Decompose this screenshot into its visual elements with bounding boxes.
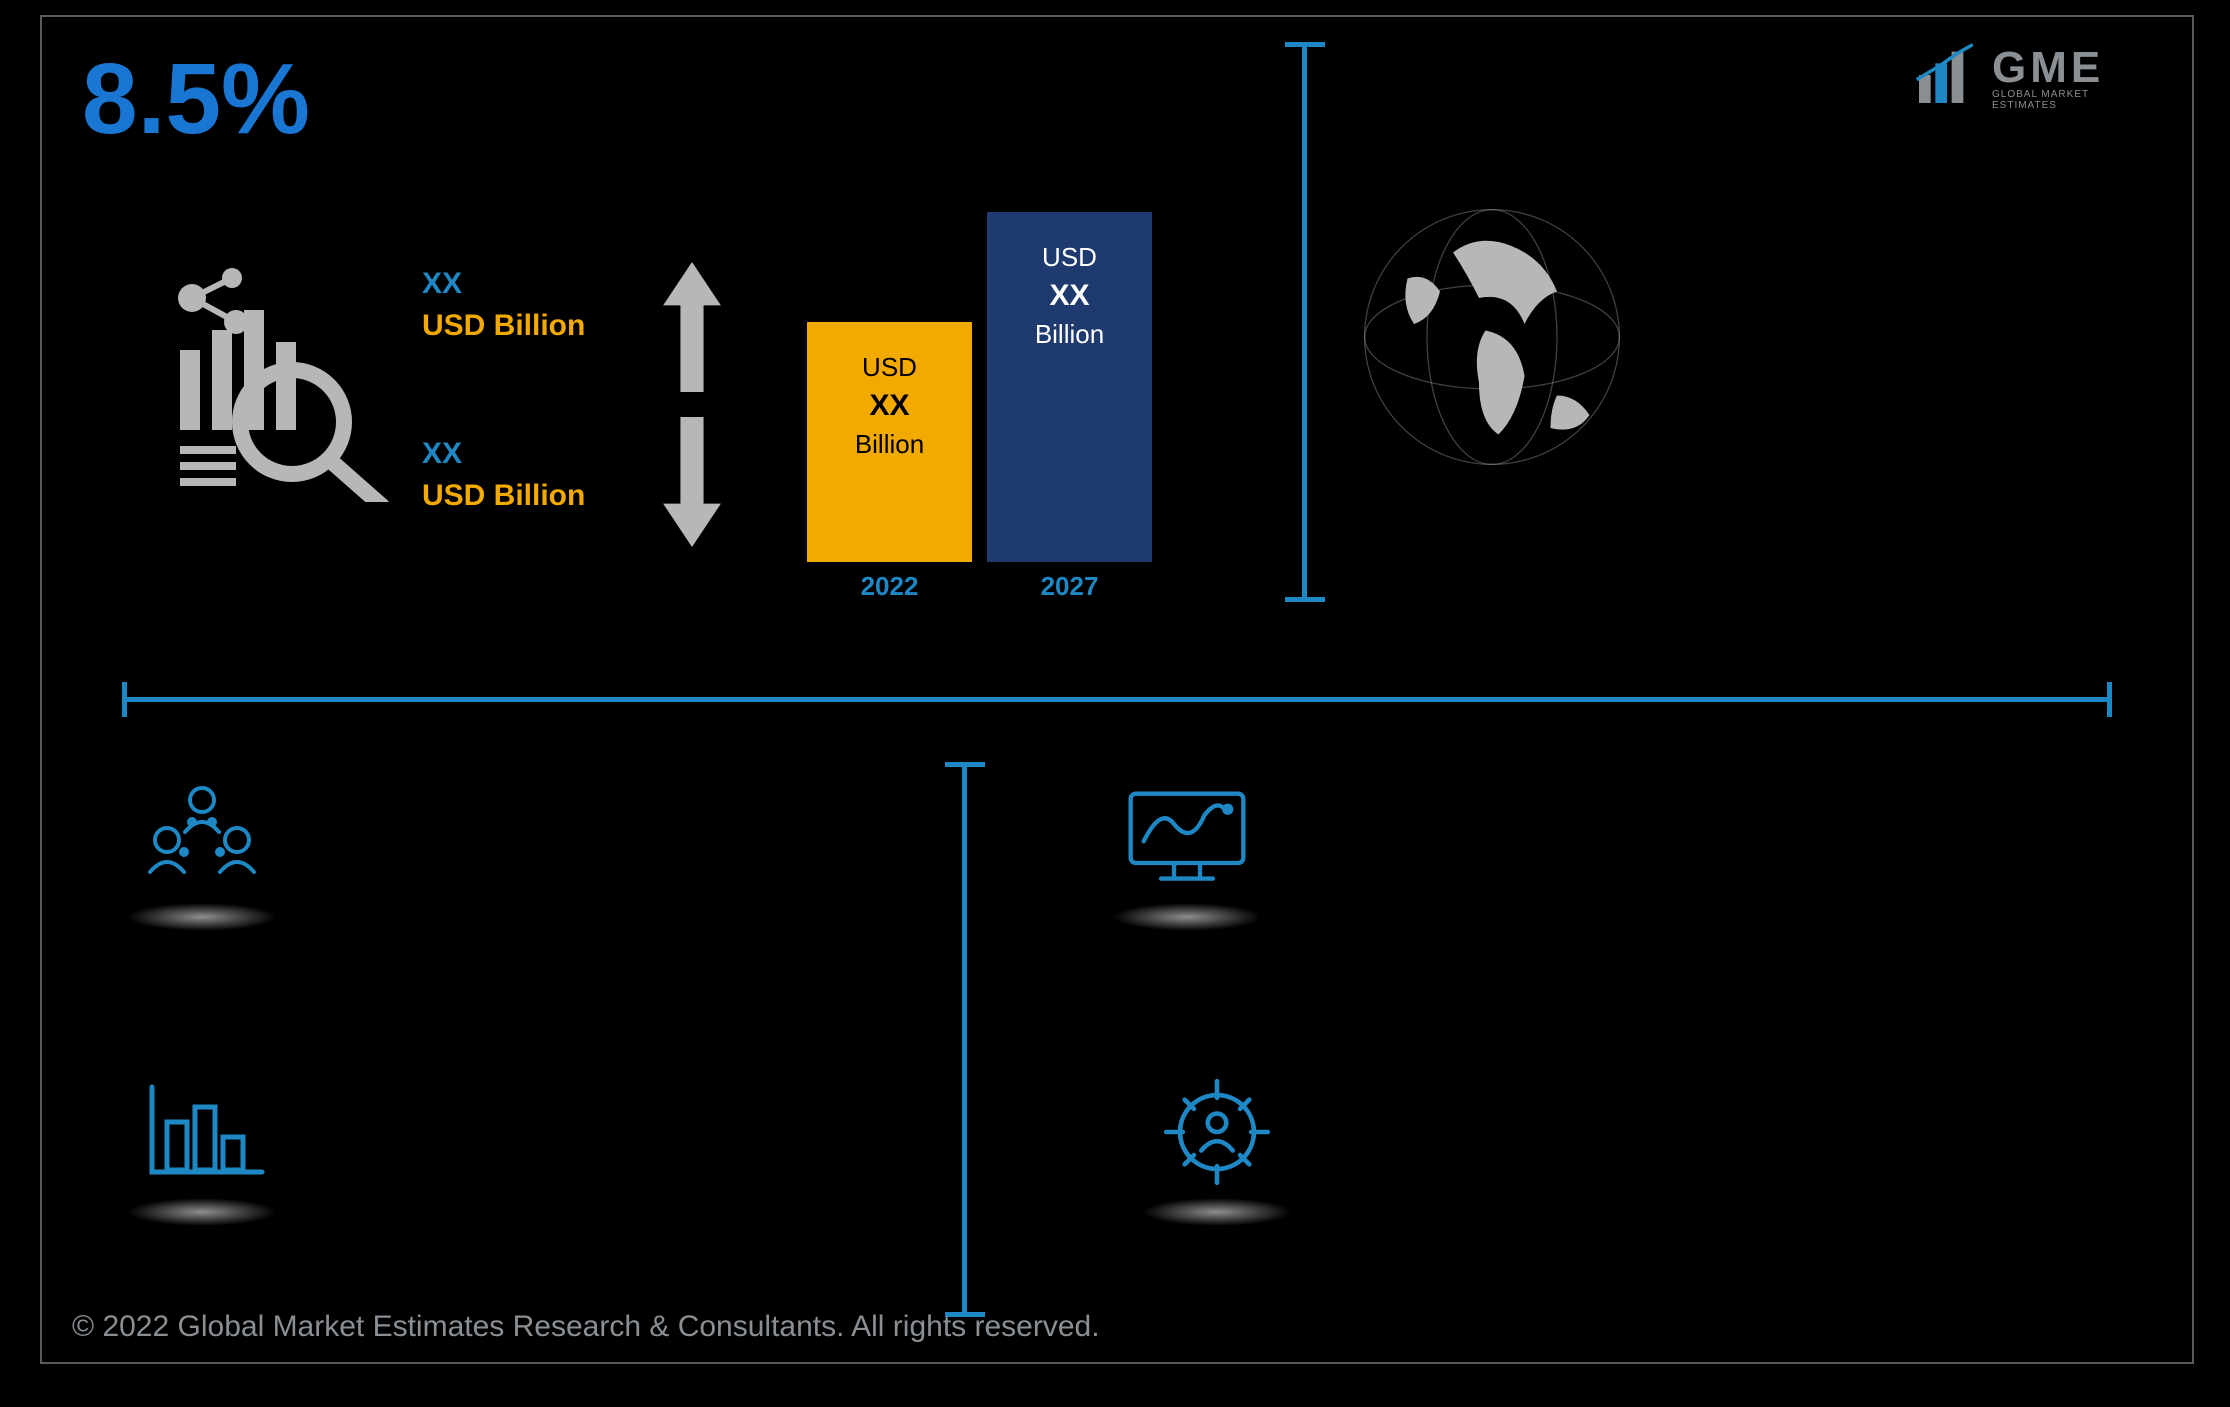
market-bar-chart: USD XX Billion 2022 USD XX Billion 2027 [807,202,1162,602]
divider-top-base [1285,597,1325,602]
gme-logo: GME GLOBAL MARKET ESTIMATES [1912,32,2142,122]
bar-2022-currency: USD [807,352,972,383]
icon-shadow [127,903,277,931]
gme-logo-text: GME [1992,43,2142,93]
bar-2022-text: USD XX Billion [807,352,972,460]
icon-shadow [1142,1198,1292,1226]
barchart-icon [122,1072,282,1242]
metric-down: XX USD Billion [422,437,585,513]
analytics-icon [152,262,392,507]
divider-mid-horizontal [122,697,2112,702]
copyright-footer: © 2022 Global Market Estimates Research … [72,1310,1100,1344]
metric-down-value: XX [422,437,585,471]
bar-2027-year: 2027 [987,571,1152,602]
target-person-icon [1137,1072,1297,1242]
bar-2027-value: XX [987,279,1152,313]
arrow-up-icon [662,262,722,397]
arrow-down-icon [662,417,722,552]
metric-up-value: XX [422,267,585,301]
monitor-icon [1107,777,1267,947]
bar-2027-text: USD XX Billion [987,242,1152,350]
metric-up: XX USD Billion [422,267,585,343]
gme-logo-icon [1912,40,1982,115]
divider-bottom-cap [945,762,985,767]
divider-top-vertical [1302,42,1307,602]
divider-bottom-vertical [962,762,967,1317]
divider-mid-left-tick [122,682,127,717]
gme-logo-subtext: GLOBAL MARKET ESTIMATES [1992,89,2142,111]
bar-2022-year: 2022 [807,571,972,602]
people-icon [122,777,282,947]
bar-2022: USD XX Billion [807,322,972,562]
infographic-frame: 8.5% GME GLOBAL MARKET ESTIMATES [40,15,2194,1364]
divider-mid-right-tick [2107,682,2112,717]
bar-2027-currency: USD [987,242,1152,273]
metric-up-label: USD Billion [422,309,585,343]
bar-2027: USD XX Billion [987,212,1152,562]
globe-icon [1362,207,1622,472]
icon-shadow [127,1198,277,1226]
bar-2022-value: XX [807,389,972,423]
metric-down-label: USD Billion [422,479,585,513]
bar-2027-unit: Billion [987,319,1152,350]
icon-shadow [1112,903,1262,931]
cagr-headline: 8.5% [82,42,310,157]
divider-top-cap [1285,42,1325,47]
bar-2022-unit: Billion [807,429,972,460]
